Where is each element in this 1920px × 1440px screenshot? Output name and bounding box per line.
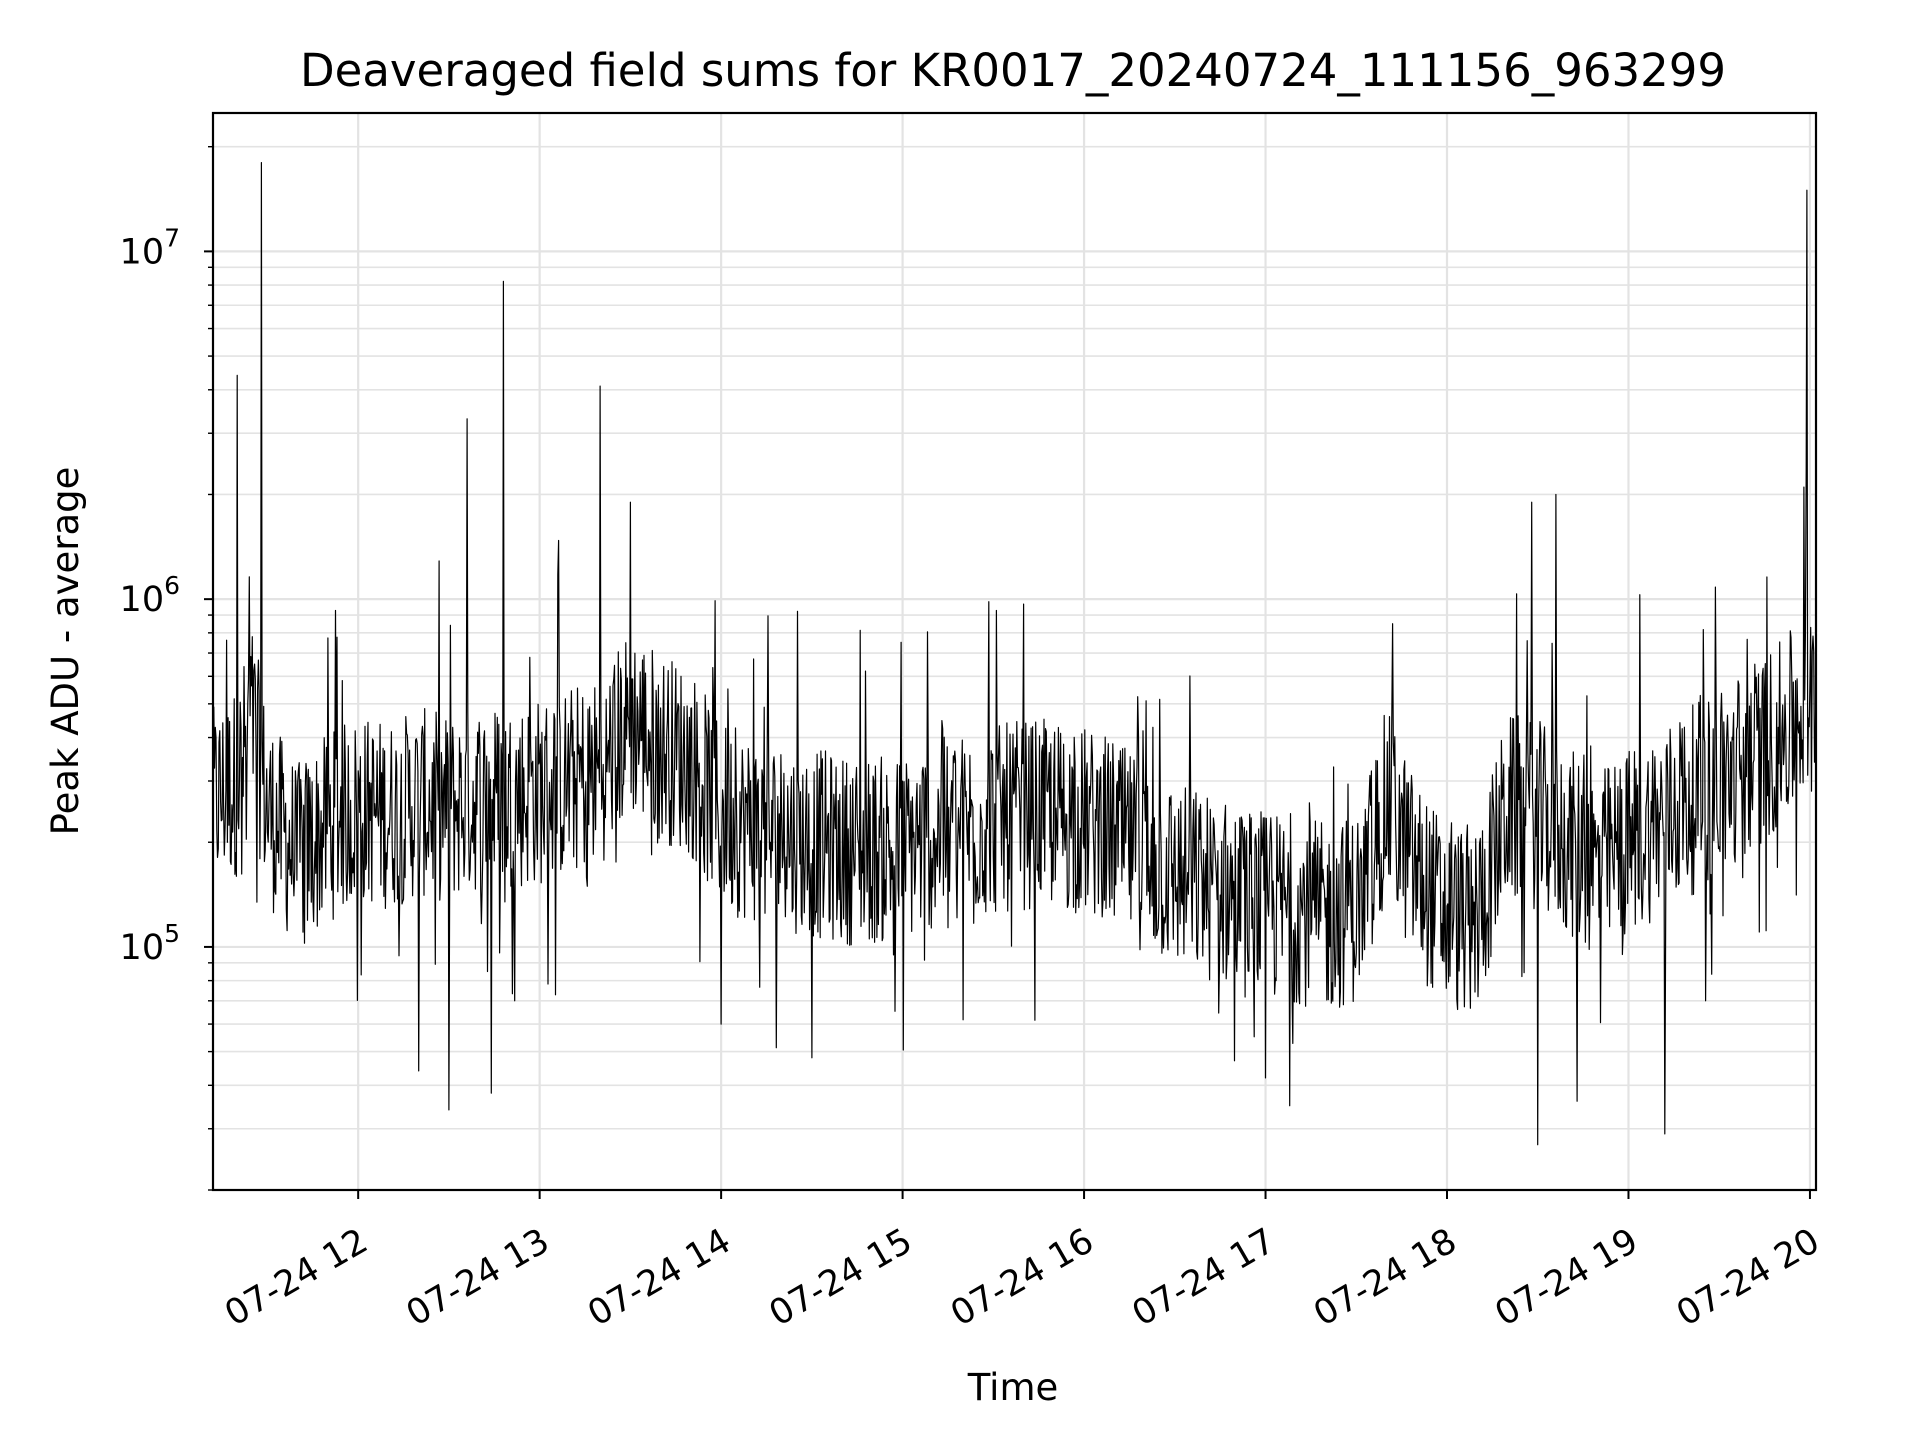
y-tick-label: 106 bbox=[120, 571, 180, 620]
plot-frame bbox=[211, 111, 1818, 1192]
y-axis: 105 106 107 bbox=[120, 146, 213, 1191]
x-axis-label: Time bbox=[967, 1366, 1059, 1409]
y-tick-label: 105 bbox=[120, 919, 180, 968]
data-series bbox=[212, 162, 1817, 1146]
y-tick-label: 107 bbox=[120, 223, 180, 272]
y-axis-label: Peak ADU - average bbox=[44, 467, 87, 836]
series-line bbox=[212, 162, 1817, 1146]
chart-title: Deaveraged field sums for KR0017_2024072… bbox=[300, 44, 1726, 97]
